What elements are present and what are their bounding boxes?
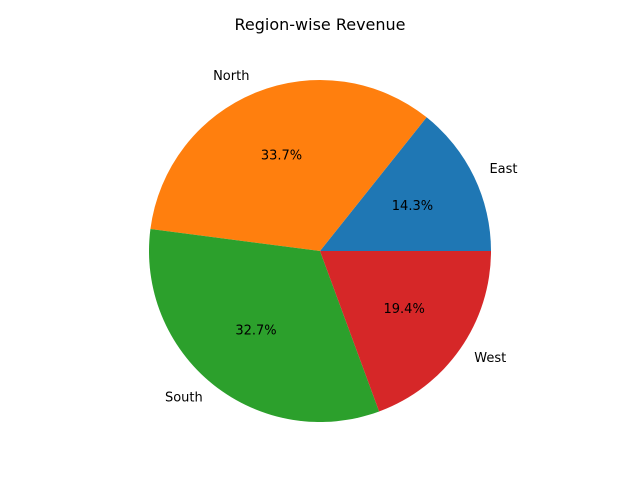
pie-slice-west bbox=[320, 251, 491, 412]
slice-label-west: West bbox=[474, 351, 506, 366]
slice-label-north: North bbox=[213, 69, 249, 84]
slice-label-south: South bbox=[165, 391, 203, 406]
pie-labels: East 14.3% North 33.7% South 32.7% West 19.4% bbox=[165, 69, 518, 405]
percent-label-north: 33.7% bbox=[261, 148, 302, 163]
percent-label-east: 14.3% bbox=[392, 199, 433, 214]
percent-label-south: 32.7% bbox=[235, 324, 276, 339]
pie-slice-east bbox=[320, 117, 491, 251]
chart-title: Region-wise Revenue bbox=[234, 15, 405, 34]
slice-label-east: East bbox=[489, 162, 517, 177]
percent-label-west: 19.4% bbox=[384, 302, 425, 317]
pie-slice-north bbox=[150, 80, 427, 251]
pie-slices bbox=[148, 80, 491, 422]
pie-slice-south bbox=[148, 229, 380, 422]
